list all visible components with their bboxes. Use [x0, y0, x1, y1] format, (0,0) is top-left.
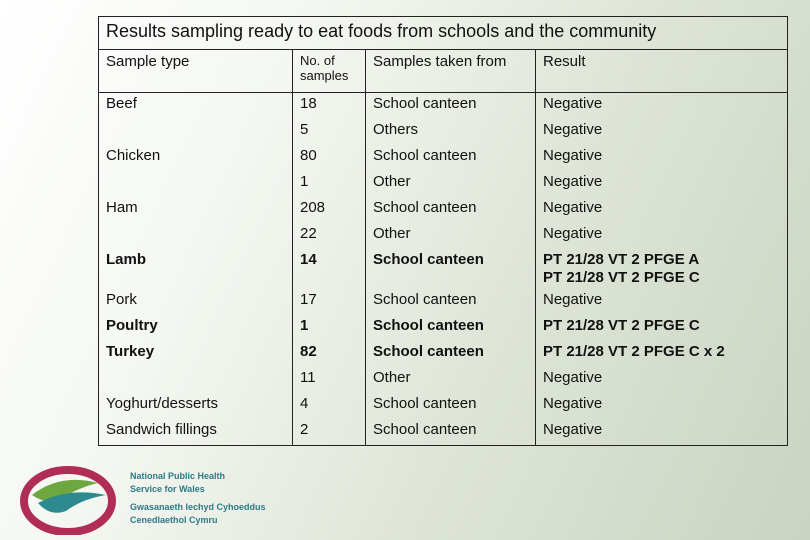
table-cell: Other — [365, 367, 536, 393]
table-row: Chicken 80 School canteen Negative — [98, 145, 789, 171]
table-cell: 11 — [292, 367, 366, 393]
table-title: Results sampling ready to eat foods from… — [97, 16, 789, 50]
table-row: Yoghurt/desserts 4 School canteen Negative — [98, 393, 789, 419]
table-cell: Lamb — [98, 249, 293, 289]
table-cell: 1 — [292, 171, 366, 197]
table-cell — [98, 367, 293, 393]
logo-ring — [20, 466, 116, 535]
table-row: 5 Others Negative — [98, 119, 789, 145]
table-cell: Chicken — [98, 145, 293, 171]
table-cell: Poultry — [98, 315, 293, 341]
table-cell: Ham — [98, 197, 293, 223]
table-cell: Negative — [534, 289, 789, 315]
table-cell: 208 — [292, 197, 366, 223]
column-header: No. of samples — [292, 49, 366, 93]
table-row: 11 Other Negative — [98, 367, 789, 393]
header-row: Sample type No. of samples Samples taken f… — [98, 49, 789, 93]
table-cell: Other — [365, 171, 536, 197]
table-cell: Other — [365, 223, 536, 249]
table-cell: Beef — [98, 92, 293, 119]
column-header: Result — [534, 49, 789, 93]
table-cell: 22 — [292, 223, 366, 249]
logo: National Public Health Service for Wales… — [20, 466, 266, 535]
table-cell — [98, 223, 293, 249]
table-cell: 18 — [292, 92, 366, 119]
table-cell: Negative — [534, 92, 789, 119]
table-cell: School canteen — [365, 145, 536, 171]
table-row: Pork 17 School canteen Negative — [98, 289, 789, 315]
table-cell: Pork — [98, 289, 293, 315]
table-cell: Others — [365, 119, 536, 145]
table-cell: 14 — [292, 249, 366, 289]
table-cell: PT 21/28 VT 2 PFGE C x 2 — [534, 341, 789, 367]
logo-wave — [38, 492, 106, 513]
logo-hill — [32, 479, 98, 502]
results-table: Results sampling ready to eat foods from… — [97, 16, 789, 446]
table-cell: 2 — [292, 419, 366, 446]
table-row: 22 Other Negative — [98, 223, 789, 249]
table-row: 1 Other Negative — [98, 171, 789, 197]
table-row: Lamb 14 School canteen PT 21/28 VT 2 PFGE A… — [98, 249, 789, 289]
table-cell: 82 — [292, 341, 366, 367]
table-cell: Negative — [534, 223, 789, 249]
table-cell: School canteen — [365, 341, 536, 367]
column-header: Samples taken from — [365, 49, 536, 93]
table-cell: Negative — [534, 119, 789, 145]
table-cell: Yoghurt/desserts — [98, 393, 293, 419]
table-cell — [98, 171, 293, 197]
logo-text: Cenedlaethol Cymru — [130, 515, 218, 525]
table-cell: PT 21/28 VT 2 PFGE A PT 21/28 VT 2 PFGE … — [534, 249, 789, 289]
table-cell: School canteen — [365, 419, 536, 446]
table-cell — [98, 119, 293, 145]
table-cell: Negative — [534, 145, 789, 171]
logo-text: Service for Wales — [130, 484, 205, 494]
table-cell: Negative — [534, 419, 789, 446]
table-row: Ham 208 School canteen Negative — [98, 197, 789, 223]
table-row: Beef 18 School canteen Negative — [98, 92, 789, 119]
table-cell: 17 — [292, 289, 366, 315]
table-cell: 80 — [292, 145, 366, 171]
logo-text: National Public Health — [130, 471, 225, 481]
table-cell: Negative — [534, 367, 789, 393]
table-cell: School canteen — [365, 393, 536, 419]
table-row: Sandwich fillings 2 School canteen Negative — [98, 419, 789, 446]
table-cell: School canteen — [365, 92, 536, 119]
table-cell: PT 21/28 VT 2 PFGE C — [534, 315, 789, 341]
table-cell: 1 — [292, 315, 366, 341]
table-cell: 5 — [292, 119, 366, 145]
table-row: Turkey 82 School canteen PT 21/28 VT 2 PFGE… — [98, 341, 789, 367]
logo-text: Gwasanaeth Iechyd Cyhoeddus — [130, 502, 266, 512]
table-cell: School canteen — [365, 315, 536, 341]
table-cell: Sandwich fillings — [98, 419, 293, 446]
table-cell: Negative — [534, 171, 789, 197]
table-cell: School canteen — [365, 197, 536, 223]
table-cell: Turkey — [98, 341, 293, 367]
column-header: Sample type — [98, 49, 293, 93]
table-row: Poultry 1 School canteen PT 21/28 VT 2 PFGE… — [98, 315, 789, 341]
table-cell: 4 — [292, 393, 366, 419]
table-cell: Negative — [534, 393, 789, 419]
table-cell: Negative — [534, 197, 789, 223]
table-cell: School canteen — [365, 289, 536, 315]
table-cell: School canteen — [365, 249, 536, 289]
